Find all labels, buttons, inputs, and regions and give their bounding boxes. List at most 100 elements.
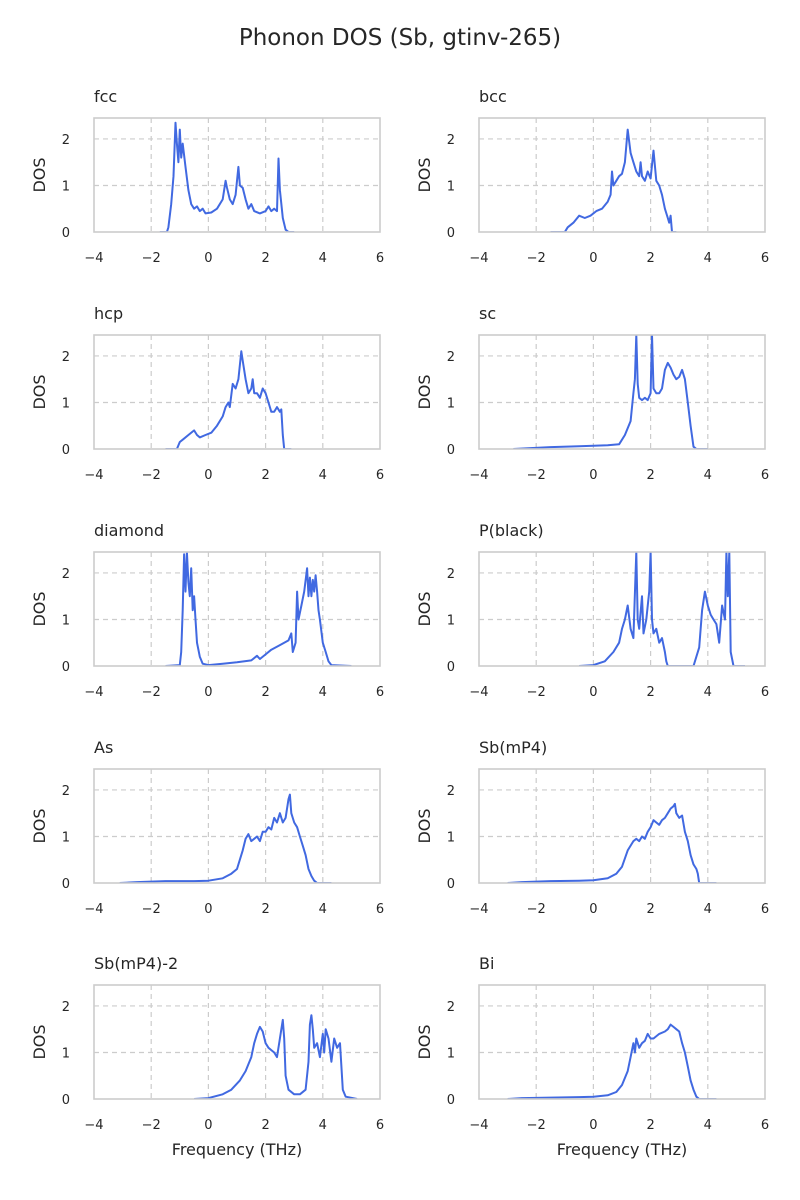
- subplot-title: hcp: [94, 304, 123, 323]
- plot-frame: [93, 334, 381, 450]
- x-tick-label: 4: [704, 1118, 712, 1133]
- x-tick-label: 4: [319, 1118, 327, 1133]
- x-tick-label: 2: [646, 685, 654, 700]
- x-tick-label: 0: [204, 902, 212, 917]
- y-axis-label: DOS: [415, 1024, 434, 1059]
- x-tick-label: 6: [376, 685, 384, 700]
- y-tick-label: 1: [447, 830, 455, 845]
- subplot-title: Bi: [479, 954, 494, 973]
- x-tick-label: −4: [469, 902, 488, 917]
- dos-curve: [194, 1014, 358, 1099]
- x-tick-label: −4: [84, 902, 103, 917]
- y-axis-label: DOS: [30, 808, 49, 843]
- x-tick-label: 6: [761, 685, 769, 700]
- y-tick-label: 1: [62, 613, 70, 628]
- y-tick-label: 0: [447, 877, 455, 892]
- x-tick-label: 0: [589, 251, 597, 266]
- y-axis-label: DOS: [415, 374, 434, 409]
- x-tick-label: 0: [589, 902, 597, 917]
- y-tick-label: 0: [62, 443, 70, 458]
- y-tick-label: 2: [447, 567, 455, 582]
- y-axis-label: DOS: [30, 1024, 49, 1059]
- plot-frame: [478, 551, 766, 667]
- y-tick-label: 2: [62, 567, 70, 582]
- x-tick-label: 0: [204, 468, 212, 483]
- subplot-title: bcc: [479, 87, 507, 106]
- dos-curve: [550, 128, 677, 232]
- dos-curve: [579, 552, 745, 666]
- plot-frame: [93, 768, 381, 884]
- y-tick-label: 0: [447, 443, 455, 458]
- subplot-bi: −4 −2 0 2 4 6 0 1 2 Bi DOS Frequency (THz): [415, 954, 769, 1159]
- x-tick-label: 6: [761, 1118, 769, 1133]
- x-tick-label: 0: [204, 685, 212, 700]
- subplot-as: −4 −2 0 2 4 6 0 1 2 As DOS: [30, 738, 384, 917]
- plot-frame: [478, 117, 766, 233]
- x-tick-label: 4: [319, 251, 327, 266]
- x-tick-label: 2: [261, 1118, 269, 1133]
- x-tick-label: 2: [261, 468, 269, 483]
- y-tick-label: 1: [447, 1046, 455, 1061]
- subplot-p-black: −4 −2 0 2 4 6 0 1 2 P(black) DOS: [415, 521, 769, 700]
- x-tick-label: 2: [646, 251, 654, 266]
- x-tick-label: −4: [469, 251, 488, 266]
- subplot-hcp: −4 −2 0 2 4 6 0 1 2 hcp DOS: [30, 304, 384, 483]
- x-tick-label: −2: [142, 468, 161, 483]
- x-tick-label: −4: [84, 685, 103, 700]
- y-tick-label: 2: [62, 350, 70, 365]
- x-tick-label: 2: [261, 902, 269, 917]
- x-tick-label: 4: [704, 902, 712, 917]
- y-tick-label: 0: [62, 1093, 70, 1108]
- subplot-bcc: −4 −2 0 2 4 6 0 1 2 bcc DOS: [415, 87, 769, 266]
- subplot-title: fcc: [94, 87, 117, 106]
- x-tick-label: −2: [527, 902, 546, 917]
- x-tick-label: −4: [469, 1118, 488, 1133]
- y-tick-label: 1: [62, 179, 70, 194]
- y-tick-label: 2: [447, 1000, 455, 1015]
- y-axis-label: DOS: [30, 591, 49, 626]
- plot-frame: [478, 984, 766, 1100]
- x-tick-label: −2: [527, 468, 546, 483]
- x-tick-label: 6: [376, 1118, 384, 1133]
- dos-curve: [165, 552, 352, 666]
- y-tick-label: 1: [447, 396, 455, 411]
- dos-curve: [119, 793, 332, 883]
- plot-frame: [478, 334, 766, 450]
- subplot-sc: −4 −2 0 2 4 6 0 1 2 sc DOS: [415, 304, 769, 483]
- x-tick-label: −4: [84, 1118, 103, 1133]
- x-tick-label: −2: [142, 251, 161, 266]
- x-tick-label: 4: [704, 685, 712, 700]
- x-tick-label: −2: [142, 902, 161, 917]
- y-tick-label: 0: [62, 877, 70, 892]
- plot-frame: [93, 984, 381, 1100]
- y-axis-label: DOS: [30, 374, 49, 409]
- y-axis-label: DOS: [415, 157, 434, 192]
- x-tick-label: 4: [319, 902, 327, 917]
- y-tick-label: 2: [447, 133, 455, 148]
- x-tick-label: 0: [589, 468, 597, 483]
- subplot-title: sc: [479, 304, 496, 323]
- subplot-title: Sb(mP4): [479, 738, 547, 757]
- y-tick-label: 0: [62, 226, 70, 241]
- subplot-fcc: −4 −2 0 2 4 6 0 1 2 fcc DOS: [30, 87, 384, 266]
- x-tick-label: 0: [589, 1118, 597, 1133]
- plot-frame: [93, 551, 381, 667]
- x-tick-label: 2: [646, 468, 654, 483]
- x-tick-label: 4: [319, 685, 327, 700]
- x-tick-label: 6: [376, 251, 384, 266]
- y-axis-label: DOS: [30, 157, 49, 192]
- x-tick-label: −2: [527, 251, 546, 266]
- x-tick-label: 6: [761, 902, 769, 917]
- subplot-diamond: −4 −2 0 2 4 6 0 1 2 diamond DOS: [30, 521, 384, 700]
- y-tick-label: 1: [62, 1046, 70, 1061]
- x-tick-label: 0: [204, 251, 212, 266]
- x-axis-label: Frequency (THz): [172, 1140, 302, 1159]
- y-tick-label: 2: [62, 133, 70, 148]
- subplot-sb-mp4: −4 −2 0 2 4 6 0 1 2 Sb(mP4) DOS: [415, 738, 769, 917]
- x-axis-label: Frequency (THz): [557, 1140, 687, 1159]
- x-tick-label: −2: [527, 1118, 546, 1133]
- subplot-title: As: [94, 738, 113, 757]
- x-tick-label: −2: [527, 685, 546, 700]
- y-tick-label: 2: [62, 1000, 70, 1015]
- y-tick-label: 1: [62, 396, 70, 411]
